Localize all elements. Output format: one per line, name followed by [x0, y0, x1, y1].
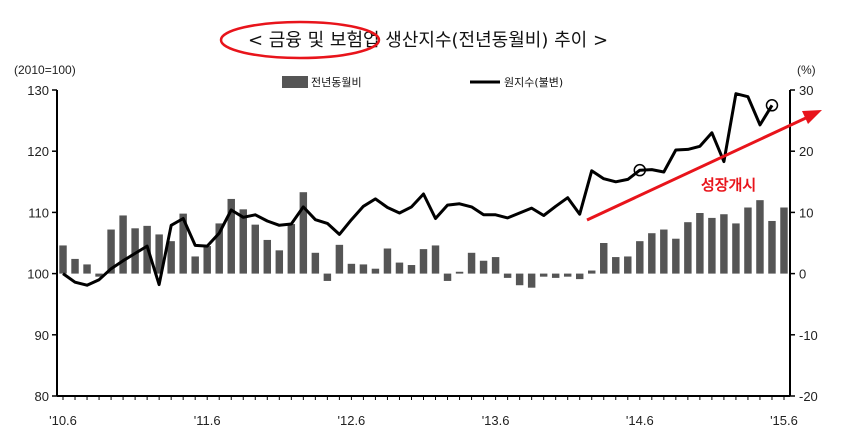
bar [107, 229, 115, 274]
x-tick-label: '10.6 [49, 413, 77, 428]
bar [720, 214, 728, 274]
left-tick-label: 130 [27, 83, 49, 98]
left-tick-label: 110 [28, 205, 49, 220]
right-tick-label: 10 [799, 205, 813, 220]
bar [780, 207, 788, 274]
bar [299, 192, 308, 274]
bar [383, 248, 392, 274]
bar [636, 241, 644, 274]
bar [95, 273, 103, 277]
bar [732, 223, 740, 274]
right-tick-label: -20 [799, 389, 818, 404]
bar [503, 273, 512, 278]
bar [119, 215, 127, 274]
bar [600, 243, 608, 274]
bar [515, 273, 524, 286]
bar [455, 271, 464, 274]
x-tick-label: '12.6 [338, 413, 366, 428]
right-tick-label: 20 [799, 144, 813, 159]
title-highlight-ellipse [219, 20, 381, 60]
bar [467, 252, 476, 274]
bar [287, 224, 296, 274]
right-tick-label: 30 [799, 83, 813, 98]
growth-arrow [586, 115, 809, 222]
highlight-point-marker [633, 163, 647, 177]
bar [347, 263, 356, 274]
bar [575, 273, 584, 280]
right-tick-label: 0 [799, 267, 806, 282]
bar [155, 234, 163, 274]
growth-start-label: 성장개시 [701, 176, 756, 194]
bar [323, 273, 332, 281]
bar [167, 241, 175, 274]
bar [612, 257, 620, 274]
bar [624, 256, 632, 274]
x-tick-label: '13.6 [482, 413, 510, 428]
bar [263, 239, 272, 274]
bar [708, 217, 716, 274]
bar [227, 198, 235, 274]
x-tick-label: '15.6 [770, 413, 798, 428]
bar [479, 260, 488, 274]
bar [672, 238, 680, 274]
bar [179, 213, 187, 274]
bar [203, 246, 211, 274]
bar [335, 244, 344, 274]
bar [407, 265, 416, 274]
bar [539, 273, 548, 277]
right-tick-label: -10 [799, 328, 818, 343]
chart-title: < 금융 및 보험업 생산지수(전년동월비) 추이 > [248, 30, 608, 51]
left-tick-label: 80 [35, 389, 49, 404]
left-tick-label: 120 [27, 144, 49, 159]
bar [275, 250, 284, 274]
left-tick-label: 100 [27, 267, 49, 282]
bar [251, 224, 259, 274]
legend-bar-swatch [282, 76, 308, 88]
bar [756, 200, 764, 274]
growth-arrow-head [802, 110, 822, 124]
bar [443, 273, 452, 281]
bar [744, 207, 752, 274]
legend-line-label: 원지수(불변) [504, 76, 563, 89]
bar [684, 222, 692, 274]
series-line [62, 92, 774, 287]
bar [419, 249, 428, 274]
bar [191, 256, 199, 274]
right-axis-unit: (%) [797, 63, 816, 77]
bar [71, 258, 79, 274]
left-tick-label: 90 [35, 328, 49, 343]
bar [371, 268, 380, 274]
bar [395, 262, 404, 274]
bar [59, 245, 67, 274]
x-tick-label: '14.6 [626, 413, 654, 428]
legend-bar-label: 전년동월비 [311, 76, 362, 89]
bar [563, 273, 572, 277]
left-axis-unit: (2010=100) [14, 63, 76, 77]
bar [660, 229, 668, 274]
bar [215, 223, 223, 274]
bar [83, 264, 91, 274]
bar [431, 245, 440, 274]
bar [359, 264, 368, 274]
bar [551, 273, 560, 278]
bar [131, 228, 139, 274]
x-tick-label: '11.6 [194, 413, 221, 428]
bar [527, 273, 536, 288]
bar [239, 209, 247, 274]
highlight-point-marker [765, 99, 779, 112]
bar [696, 213, 704, 274]
bar [768, 220, 776, 274]
bar [648, 233, 656, 274]
bar [311, 252, 320, 274]
bar [491, 257, 500, 274]
bar [588, 270, 596, 274]
